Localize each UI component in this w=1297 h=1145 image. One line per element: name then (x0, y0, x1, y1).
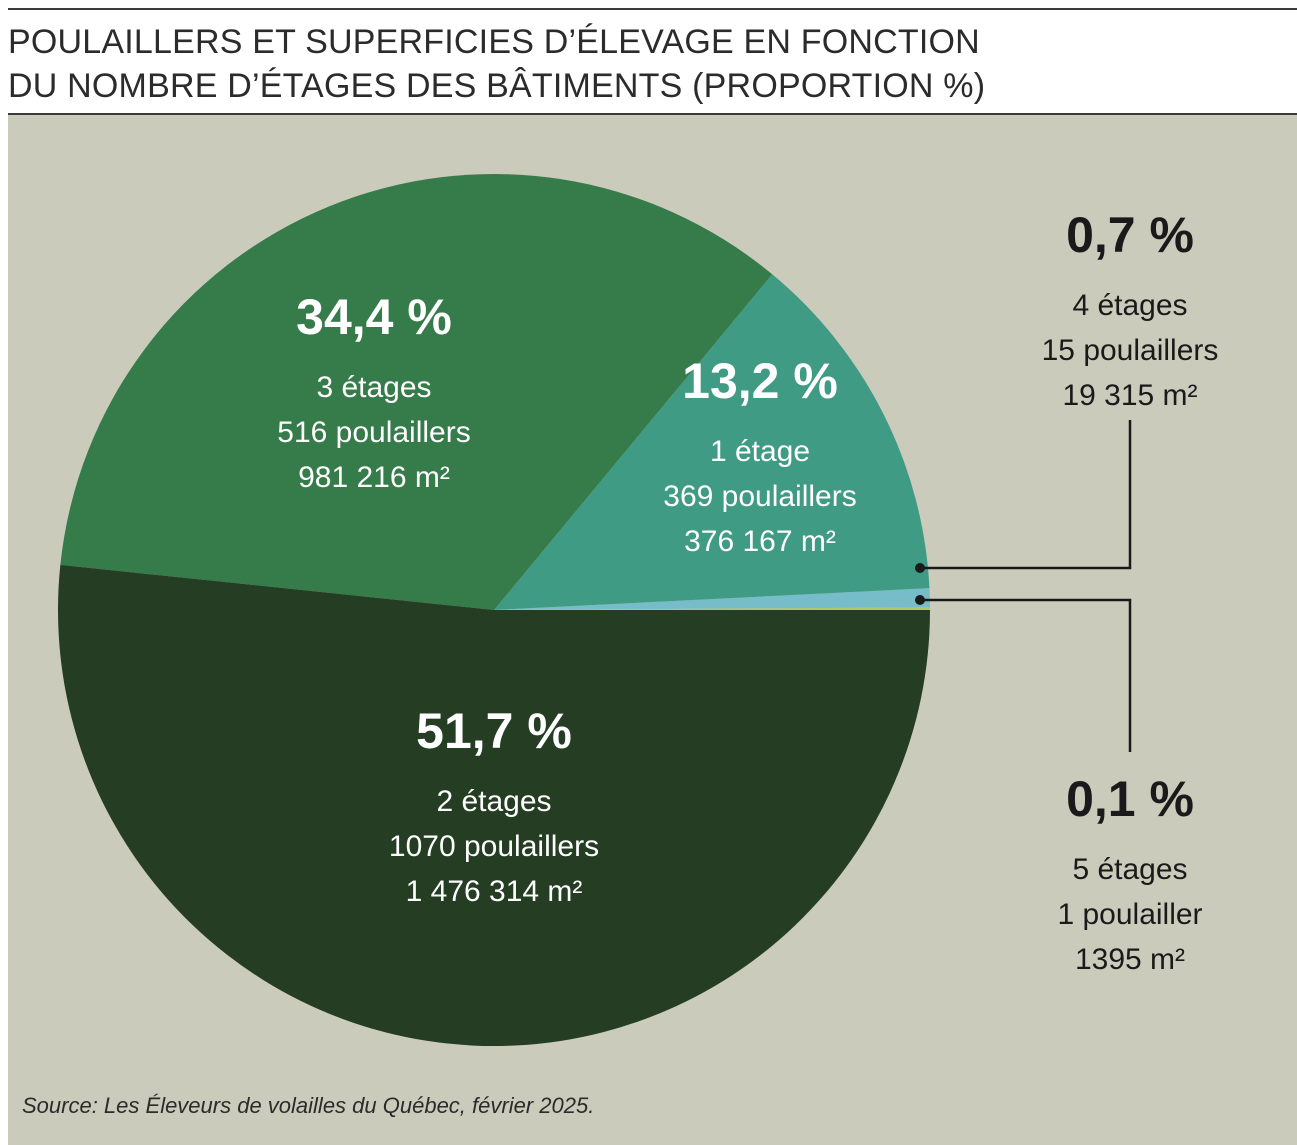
area-label: 376 167 m² (684, 525, 836, 558)
buildings-label: 516 poulaillers (277, 416, 470, 449)
area-label: 981 216 m² (298, 461, 450, 494)
slice-label-5-floors: 0,1 % 5 étages 1 poulailler 1395 m² (1057, 771, 1202, 976)
percent-label: 13,2 % (682, 353, 838, 409)
pie-slice-2-floors (57, 564, 931, 1047)
slice-label-3-floors: 34,4 % 3 étages 516 poulaillers 981 216 m² (277, 289, 470, 494)
floors-label: 4 étages (1072, 289, 1187, 322)
buildings-label: 15 poulaillers (1042, 334, 1219, 367)
floors-label: 5 étages (1072, 853, 1187, 886)
percent-label: 0,7 % (1066, 207, 1194, 263)
pie-slice-3-floors (60, 174, 773, 610)
floors-label: 3 étages (316, 371, 431, 404)
chart-title: POULAILLERS ET SUPERFICIES D’ÉLEVAGE EN … (8, 20, 1288, 108)
slice-label-1-floors: 13,2 % 1 étage 369 poulaillers 376 167 m² (663, 353, 856, 558)
buildings-label: 1070 poulaillers (389, 830, 599, 863)
callout-leader (920, 420, 1132, 570)
floors-label: 2 étages (436, 785, 551, 818)
source-note: Source: Les Éleveurs de volailles du Qué… (22, 1093, 595, 1118)
buildings-label: 369 poulaillers (663, 480, 856, 513)
top-rule (8, 8, 1297, 10)
callout-leader (920, 598, 1132, 752)
chart-title-line-1: POULAILLERS ET SUPERFICIES D’ÉLEVAGE EN … (8, 23, 980, 61)
area-label: 19 315 m² (1062, 379, 1197, 412)
chart-title-line-2: DU NOMBRE D’ÉTAGES DES BÂTIMENTS (PROPOR… (8, 67, 986, 105)
floors-label: 1 étage (710, 435, 810, 468)
percent-label: 0,1 % (1066, 771, 1194, 827)
percent-label: 34,4 % (296, 289, 452, 345)
percent-label: 51,7 % (416, 703, 572, 759)
slice-label-4-floors: 0,7 % 4 étages 15 poulaillers 19 315 m² (1042, 207, 1219, 412)
pie-slice-5-floors (494, 607, 930, 610)
callout-line-5-floors (915, 595, 1132, 752)
pie-slice-1-floors (494, 274, 930, 610)
slice-label-2-floors: 51,7 % 2 étages 1070 poulaillers 1 476 314 … (389, 703, 599, 908)
title-rule (8, 113, 1297, 115)
area-label: 1 476 314 m² (406, 875, 583, 908)
area-label: 1395 m² (1075, 943, 1185, 976)
callout-line-4-floors (915, 420, 1132, 573)
buildings-label: 1 poulailler (1057, 898, 1202, 931)
pie-slice-4-floors (494, 588, 930, 610)
